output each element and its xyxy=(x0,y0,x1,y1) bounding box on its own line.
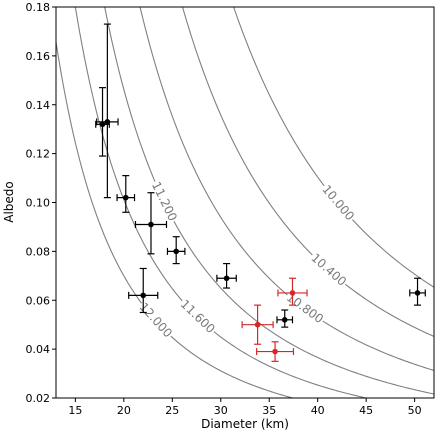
y-tick-label: 0.12 xyxy=(26,148,51,161)
y-tick-label: 0.18 xyxy=(26,1,51,14)
x-tick-label: 25 xyxy=(165,404,179,417)
point-marker xyxy=(104,119,111,125)
data-point-0-7 xyxy=(276,309,294,328)
x-tick-label: 30 xyxy=(214,404,228,417)
data-point-0-6 xyxy=(216,262,237,289)
point-marker xyxy=(414,290,421,296)
y-tick-label: 0.16 xyxy=(26,50,51,63)
data-point-0-5 xyxy=(128,267,159,314)
x-tick-label: 20 xyxy=(117,404,131,417)
x-tick-label: 45 xyxy=(359,404,373,417)
x-axis-label: Diameter (km) xyxy=(201,417,289,431)
point-marker xyxy=(140,292,147,299)
y-tick-label: 0.08 xyxy=(26,245,51,258)
point-marker xyxy=(281,317,288,323)
data-points xyxy=(95,23,426,362)
contour-line-10-000 xyxy=(233,7,434,288)
x-axis-ticks: 15 20 25 30 35 40 45 50 xyxy=(68,398,422,417)
point-marker xyxy=(223,275,230,282)
data-point-1-1 xyxy=(277,277,308,306)
y-tick-label: 0.02 xyxy=(26,392,51,405)
y-tick-label: 0.14 xyxy=(26,99,51,112)
point-marker xyxy=(122,194,129,201)
contour-label-background xyxy=(147,178,181,225)
contour-line-10-400 xyxy=(181,7,434,337)
data-point-1-2 xyxy=(256,341,295,362)
y-tick-label: 0.06 xyxy=(26,294,51,307)
x-tick-label: 50 xyxy=(408,404,422,417)
point-marker xyxy=(99,121,106,128)
contour-label-background xyxy=(282,289,328,329)
x-tick-label: 15 xyxy=(68,404,82,417)
point-marker xyxy=(272,348,278,355)
contour-line-12-000 xyxy=(56,42,295,398)
data-point-0-1 xyxy=(96,23,119,199)
plot-background xyxy=(56,7,434,398)
point-marker xyxy=(254,321,261,328)
y-axis-ticks: 0.02 0.04 0.06 0.08 0.10 0.12 0.14 0.16 0.18 xyxy=(26,1,56,405)
contour-line-11-600 xyxy=(74,7,369,398)
contour-label-background xyxy=(317,181,359,226)
y-tick-label: 0.04 xyxy=(26,343,51,356)
data-point-0-8 xyxy=(409,277,426,306)
data-point-0-4 xyxy=(166,236,186,265)
y-axis-label: Albedo xyxy=(2,181,16,223)
x-tick-label: 40 xyxy=(311,404,325,417)
x-tick-label: 35 xyxy=(262,404,276,417)
contour-lines xyxy=(56,7,434,398)
contour-label-background xyxy=(306,249,351,291)
contour-label-background xyxy=(175,295,219,338)
y-tick-label: 0.10 xyxy=(26,197,51,210)
point-marker xyxy=(148,221,154,228)
contour-line-10-800 xyxy=(139,7,434,371)
contour-line-11-200 xyxy=(104,7,434,395)
point-marker xyxy=(173,248,179,255)
data-point-1-0 xyxy=(241,304,274,345)
data-point-0-3 xyxy=(134,192,168,255)
point-marker xyxy=(289,290,296,296)
contour-label-background xyxy=(134,298,177,343)
data-point-0-2 xyxy=(116,175,136,213)
